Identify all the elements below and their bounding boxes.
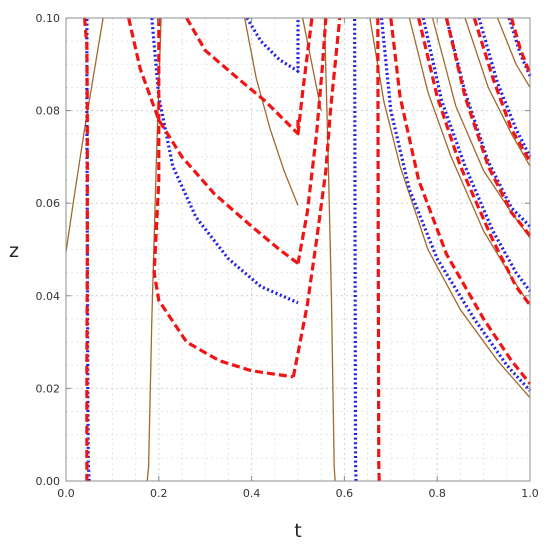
x-axis-title: t	[294, 520, 301, 542]
series-dotted-curve	[477, 17, 532, 158]
x-tick-label: 0.0	[57, 487, 75, 500]
y-axis-title: z	[9, 240, 19, 262]
y-tick-label: 0.02	[36, 382, 61, 395]
series-dotted-curve	[353, 17, 358, 482]
series-dotted-curve	[379, 17, 532, 392]
plot-frame	[65, 17, 531, 482]
y-tick-label: 0.10	[36, 12, 61, 25]
x-tick-label: 0.2	[150, 487, 168, 500]
y-tick-label: 0.06	[36, 197, 61, 210]
x-tick-label: 0.8	[428, 487, 446, 500]
series-solid-curve	[302, 17, 322, 111]
series-dashed-curve	[376, 17, 381, 482]
y-tick-label: 0.04	[36, 290, 61, 303]
axes: 0.0 0.2 0.4 0.6 0.8 1.0 0.00 0.02 0.04 0.06 0.08 0.…	[36, 12, 539, 500]
series-solid-curve	[464, 17, 531, 167]
series-dashed-curve	[444, 17, 532, 237]
series-dashed-curve	[417, 17, 532, 307]
series-solid-curve	[244, 17, 299, 206]
series-dashed-curve	[152, 18, 294, 379]
series-dotted-curve	[421, 17, 532, 293]
plot-area	[65, 17, 532, 482]
series-dashed-curve	[296, 17, 328, 264]
x-tick-label: 0.6	[336, 487, 354, 500]
y-tick-label: 0.08	[36, 105, 61, 118]
series-solid-curve	[146, 17, 162, 482]
series-dashed-curve	[291, 17, 342, 378]
series-solid-curve	[496, 17, 531, 88]
series-dashed-curve	[472, 17, 532, 163]
series-dashed-curve	[389, 17, 532, 385]
series-dotted-curve	[245, 17, 300, 73]
x-tick-label: 0.4	[243, 487, 261, 500]
series-dashed-curve	[82, 17, 89, 481]
y-tick-label: 0.00	[36, 475, 61, 488]
series-solid-curve	[65, 17, 104, 252]
x-tick-label: 1.0	[521, 487, 539, 500]
series-dashed-curve	[509, 17, 532, 75]
series-solid-curve	[323, 17, 336, 482]
series-solid-curve	[369, 17, 531, 399]
series-dashed-curve	[296, 17, 314, 134]
series-dashed-curve	[127, 17, 299, 265]
series-dashed-curve	[185, 17, 300, 136]
